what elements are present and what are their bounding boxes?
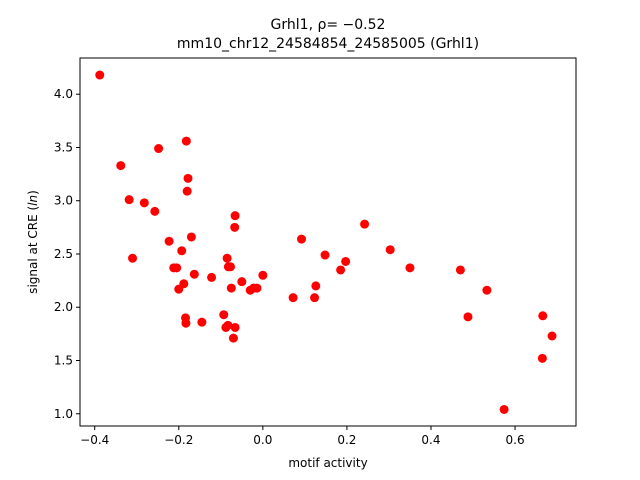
data-point [341,256,351,266]
data-point [228,333,238,343]
x-tick-label: −0.4 [80,433,109,447]
data-point [499,404,509,414]
data-point [181,136,191,146]
data-point [455,265,465,275]
data-point [336,265,346,275]
data-point [116,161,126,171]
x-tick-label: 0.2 [337,433,356,447]
data-point [311,281,321,291]
data-point [288,293,298,303]
data-point [95,70,105,80]
data-point [237,277,247,287]
y-tick-label: 1.0 [54,407,73,421]
x-tick-label: −0.2 [164,433,193,447]
data-point [189,269,199,279]
data-point [258,270,268,280]
y-tick-label: 3.0 [54,194,73,208]
data-point [154,144,164,154]
x-axis-ticks: −0.4 −0.2 0.0 0.2 0.4 0.6 [80,426,525,447]
data-point [537,353,547,363]
data-point [182,186,192,196]
plot-frame [79,57,577,427]
data-point [186,232,196,242]
data-point [482,285,492,295]
data-point [405,263,415,273]
y-tick-label: 1.5 [54,353,73,367]
chart-title-line1: Grhl1, ρ= −0.52 [271,17,386,33]
x-tick-label: 0.0 [253,433,272,447]
data-point [226,283,236,293]
x-tick-label: 0.4 [421,433,440,447]
data-point [181,318,191,328]
data-point [128,253,138,263]
y-axis-label: signal at CRE (ln) [26,190,40,294]
data-point [124,195,134,205]
data-point [230,211,240,221]
data-point [207,272,217,282]
data-point [547,331,557,341]
data-point [223,320,233,330]
x-axis-label: motif activity [288,456,367,470]
data-point [310,293,320,303]
data-point [297,234,307,244]
data-point [360,219,370,229]
y-tick-label: 3.5 [54,140,73,154]
data-point [197,317,207,327]
y-tick-label: 2.5 [54,247,73,261]
data-point [150,206,160,216]
data-point [252,283,262,293]
data-point [219,310,229,320]
y-tick-label: 4.0 [54,87,73,101]
data-point [538,311,548,321]
data-point [177,246,187,256]
data-points [95,70,557,414]
x-tick-label: 0.6 [506,433,525,447]
y-tick-label: 2.0 [54,300,73,314]
data-point [164,236,174,246]
y-axis-ticks: 1.0 1.5 2.0 2.5 3.0 3.5 4.0 [54,87,80,421]
chart-title-line2: mm10_chr12_24584854_24585005 (Grhl1) [177,36,479,52]
data-point [225,262,235,272]
data-point [179,279,189,289]
data-point [139,198,149,208]
data-point [172,263,182,273]
data-point [230,322,240,332]
data-point [222,253,232,263]
data-point [183,173,193,183]
data-point [385,245,395,255]
data-point [230,222,240,232]
data-point [320,250,330,260]
data-point [463,312,473,322]
